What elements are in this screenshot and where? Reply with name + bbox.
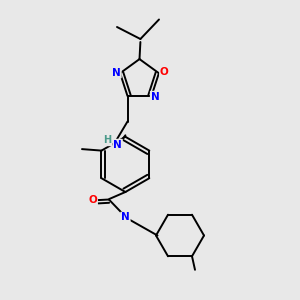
Text: N: N (113, 140, 122, 150)
Text: O: O (160, 67, 169, 77)
Text: N: N (151, 92, 160, 102)
Text: N: N (112, 68, 121, 78)
Text: O: O (88, 195, 97, 205)
Text: H: H (103, 135, 112, 146)
Text: N: N (121, 212, 130, 223)
